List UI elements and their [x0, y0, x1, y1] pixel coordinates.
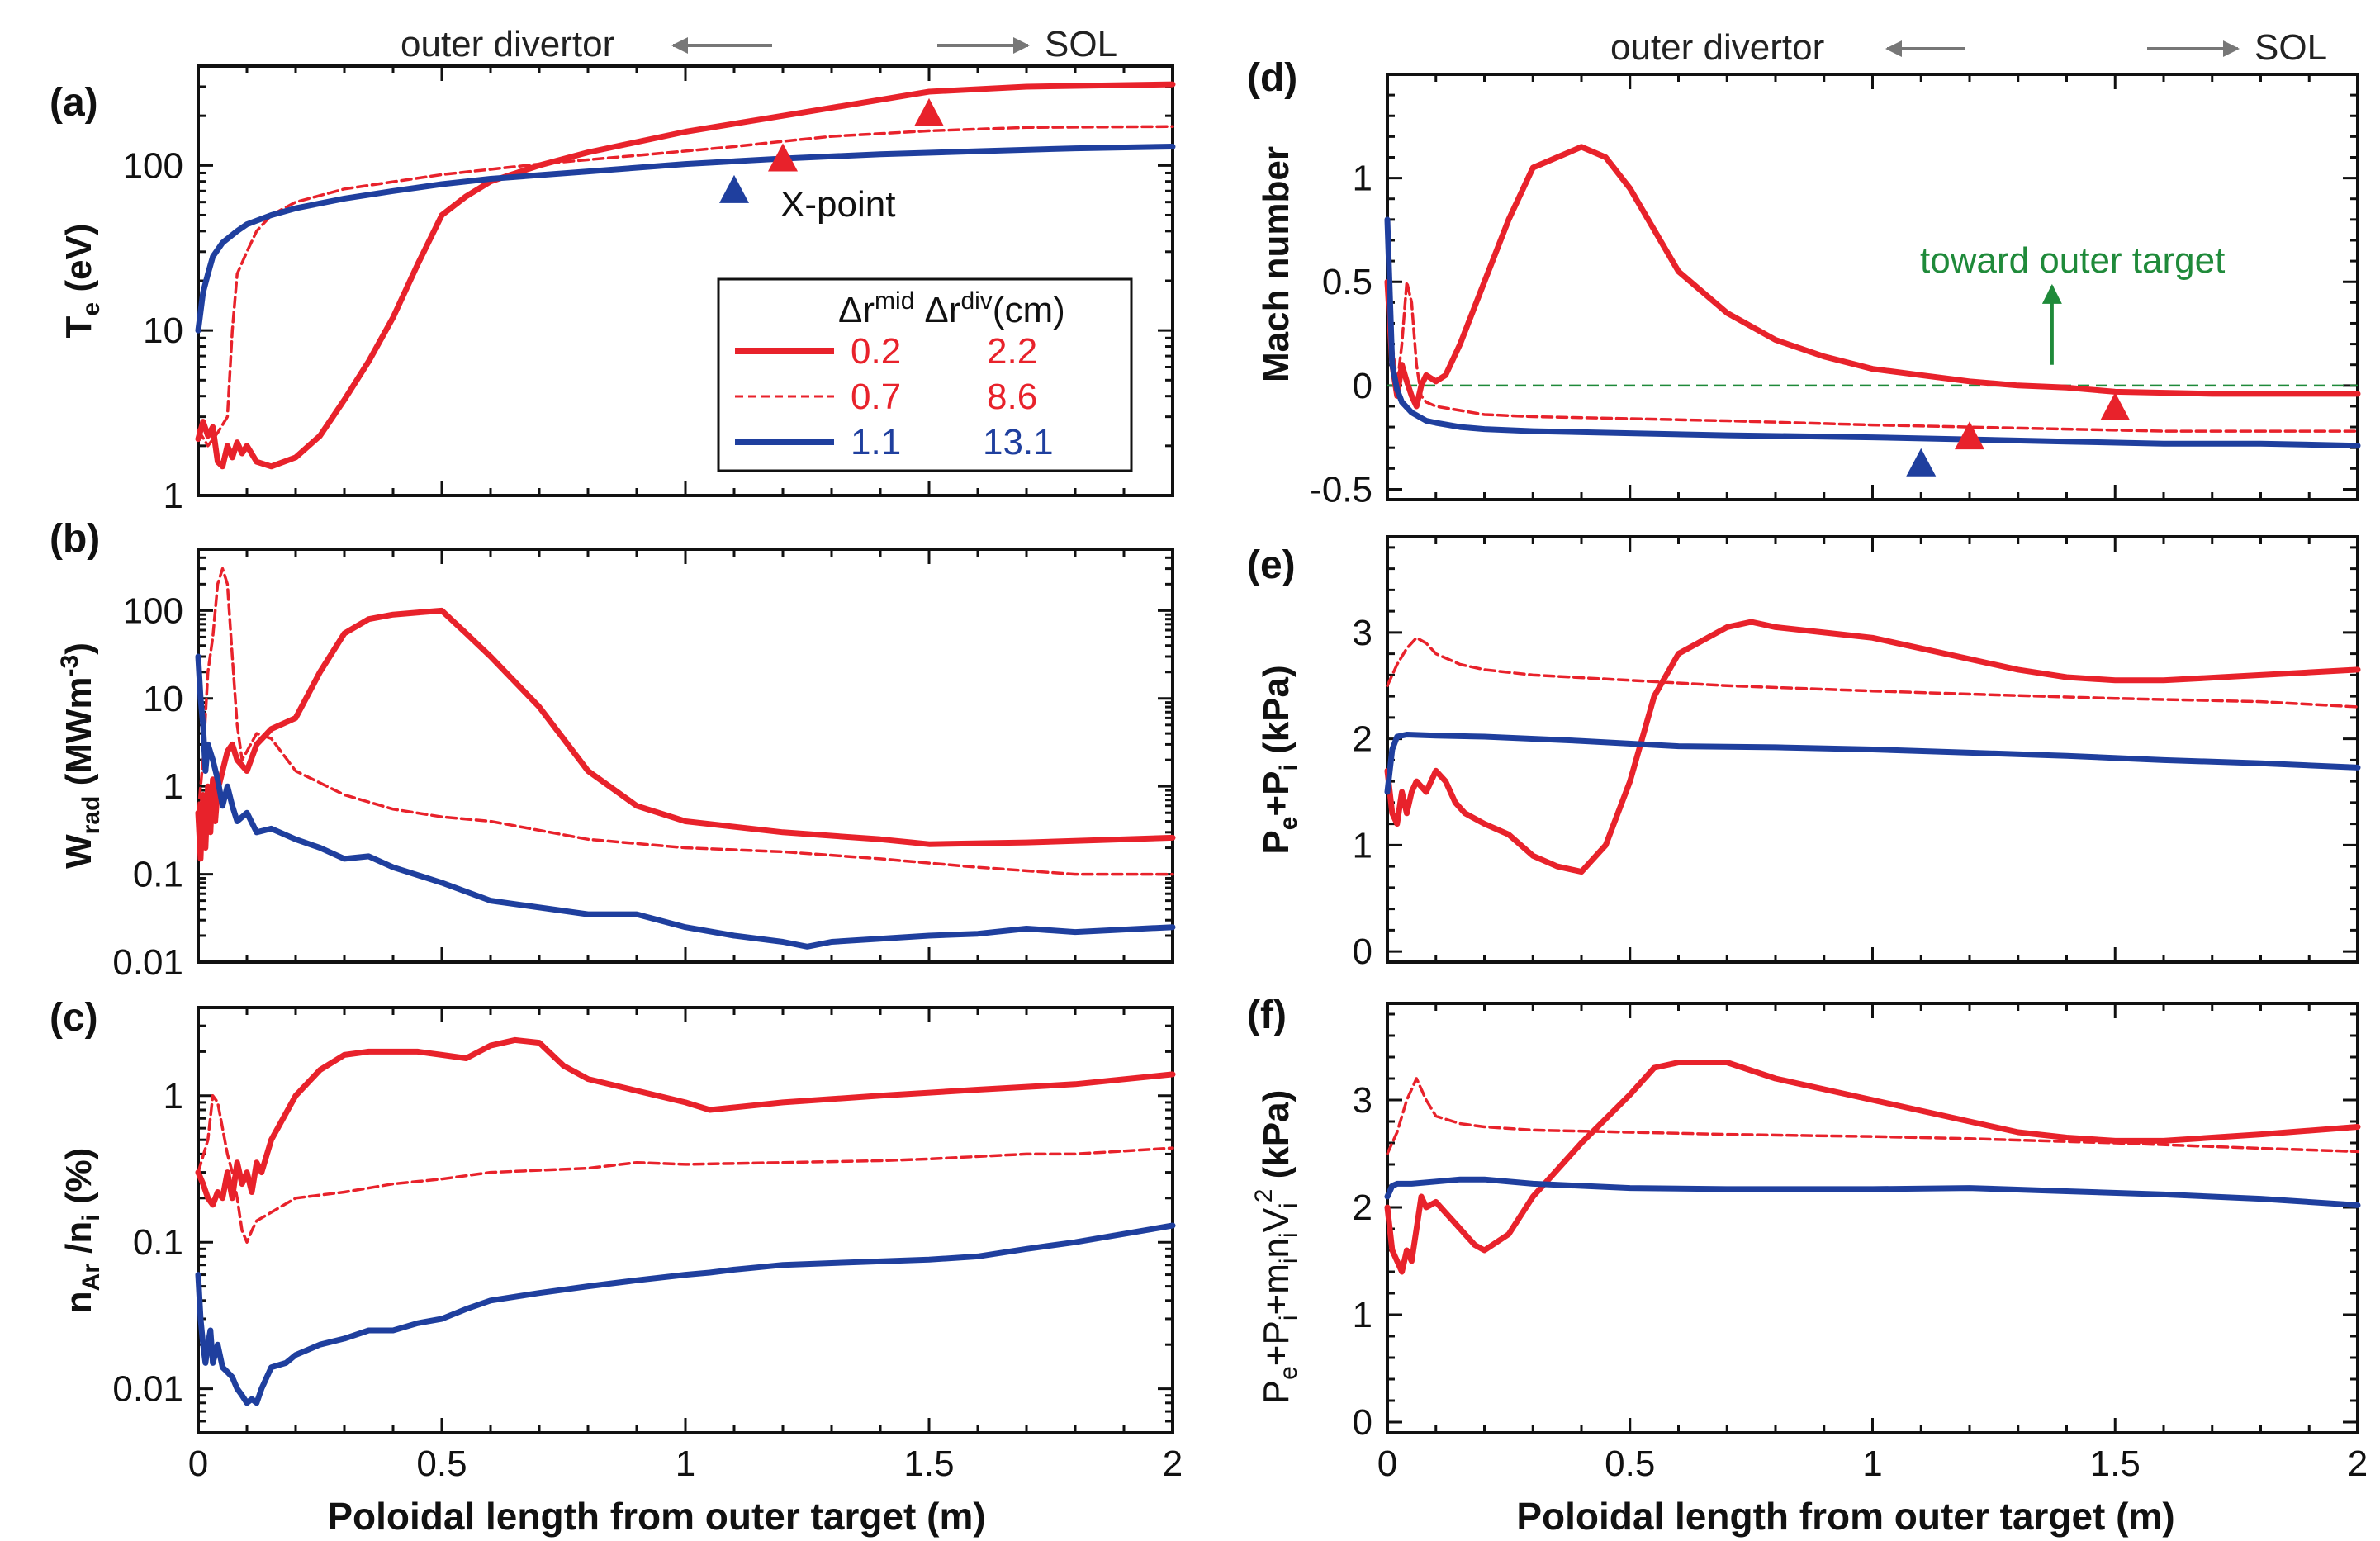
legend-box: [717, 277, 1133, 472]
series-line-a-0: [195, 81, 1176, 470]
ytick-label-f: 0: [1353, 1402, 1373, 1443]
panel-letter-a: (a): [50, 81, 98, 125]
series-line-d-0: [1384, 144, 2361, 410]
series-line-f-1: [1386, 1077, 2359, 1155]
series-line-c-1: [197, 1094, 1174, 1244]
ylabel-d: Mach number: [1256, 146, 1297, 382]
ytick-label-e: 0: [1353, 932, 1373, 972]
panel-f: 0 0.5 1 1.5 2 0 1 2 3: [1353, 1002, 2368, 1484]
xtick-label-c: 1.5: [903, 1444, 954, 1484]
xtick-label-f: 0: [1377, 1444, 1397, 1484]
series-line-f-0: [1384, 1060, 2361, 1275]
xlabel-right: Poloidal length from outer target (m): [1516, 1495, 2174, 1538]
series-line-d-2: [1384, 216, 2361, 449]
panel-letter-e: (e): [1247, 543, 1296, 587]
banner-right-sol: SOL: [2254, 27, 2327, 68]
legend-header: Δrmid Δrdiv(cm): [838, 287, 1065, 330]
series-line-e-1: [1386, 636, 2359, 709]
ytick-label-e: 2: [1353, 719, 1373, 760]
legend-div-0: 2.2: [987, 331, 1037, 372]
ytick-label-c: 0.1: [133, 1222, 183, 1263]
banner-left-divertor: outer divertor: [401, 24, 614, 64]
ytick-label-f: 1: [1353, 1295, 1373, 1335]
ytick-label-d: 0.5: [1322, 262, 1373, 302]
series-line-b-1: [197, 567, 1174, 876]
banner-right: outer divertor SOL: [1610, 27, 2327, 68]
legend-div-1: 8.6: [987, 377, 1037, 417]
ytick-label-b: 1: [164, 766, 183, 807]
ylabel-b: Wrad (MWm-3): [56, 642, 105, 869]
ytick-label-a: 100: [123, 145, 183, 186]
ytick-label-c: 0.01: [112, 1369, 183, 1410]
series-line-b-2: [195, 653, 1176, 950]
panel-letter-d: (d): [1247, 56, 1297, 100]
xpoint-marker-d-2: [1906, 448, 1937, 477]
legend-mid-0: 0.2: [851, 331, 901, 372]
plot-frame-f: [1386, 1002, 2359, 1434]
series-line-a-1: [197, 125, 1174, 448]
xpoint-marker-a-1: [768, 143, 798, 172]
series-line-e-0: [1384, 619, 2361, 875]
ytick-label-a: 10: [143, 311, 183, 351]
ytick-label-f: 2: [1353, 1188, 1373, 1228]
ylabel-c: nAr /ni (%): [59, 1148, 105, 1314]
xtick-label-f: 1: [1862, 1444, 1882, 1484]
xtick-label-f: 2: [2348, 1444, 2368, 1484]
legend-mid-1: 0.7: [851, 377, 901, 417]
ytick-label-d: 1: [1353, 159, 1373, 199]
ytick-label-e: 3: [1353, 613, 1373, 653]
ytick-label-b: 0.1: [133, 855, 183, 895]
series-line-f-2: [1384, 1176, 2361, 1208]
panel-letter-f: (f): [1247, 993, 1287, 1037]
series-line-e-2: [1384, 732, 2361, 795]
ytick-label-c: 1: [164, 1076, 183, 1117]
ytick-label-b: 10: [143, 679, 183, 719]
xpoint-marker-d-0: [2100, 391, 2131, 420]
ytick-label-b: 0.01: [112, 942, 183, 983]
series-line-d-1: [1386, 239, 2359, 433]
ytick-label-b: 100: [123, 590, 183, 631]
banner-left-sol: SOL: [1045, 24, 1117, 64]
panel-c: 0 0.5 1 1.5 2 0.01 0.1 1: [112, 1006, 1183, 1484]
series-line-c-2: [195, 1222, 1176, 1406]
ytick-label-d: -0.5: [1310, 469, 1373, 510]
banner-right-divertor: outer divertor: [1610, 27, 1824, 68]
xlabel-left: Poloidal length from outer target (m): [327, 1495, 985, 1538]
series-line-c-0: [195, 1036, 1176, 1208]
legend-mid-2: 1.1: [851, 422, 901, 462]
plot-frame-b: [197, 548, 1174, 964]
xtick-label-c: 1: [676, 1444, 695, 1484]
xtick-label-f: 1.5: [2090, 1444, 2141, 1484]
xpoint-marker-d-1: [1955, 421, 1984, 450]
legend: Δrmid Δrdiv(cm) 0.2 2.2 0.7 8.6 1.1 13.1: [717, 277, 1133, 472]
xtick-label-c: 0.5: [416, 1444, 467, 1484]
ytick-label-e: 1: [1353, 825, 1373, 865]
panel-b: 0.01 0.1 1 10 100: [112, 548, 1176, 983]
annotation-xpoint: X-point: [780, 184, 895, 225]
xpoint-marker-a-2: [719, 174, 749, 203]
panel-d: -0.5 0 0.5 1: [1310, 73, 2361, 510]
xtick-label-f: 0.5: [1605, 1444, 1655, 1484]
series-line-a-2: [195, 144, 1176, 334]
ylabel-e: Pe+Pi (kPa): [1256, 665, 1302, 854]
series-line-b-0: [195, 607, 1176, 862]
panel-letter-c: (c): [50, 996, 98, 1040]
panel-letter-b: (b): [50, 517, 100, 561]
panel-a: 1 10 100: [123, 64, 1176, 516]
xtick-label-c: 2: [1163, 1444, 1183, 1484]
xpoint-marker-a-0: [914, 97, 944, 126]
plot-frame-c: [197, 1006, 1174, 1434]
ytick-label-a: 1: [164, 476, 183, 516]
ytick-label-d: 0: [1353, 366, 1373, 406]
ylabel-f: Pe+Pi+miniVi2 (kPa): [1250, 1090, 1302, 1405]
panel-e: 0 1 2 3: [1353, 535, 2361, 972]
legend-div-2: 13.1: [983, 422, 1054, 462]
xtick-label-c: 0: [188, 1444, 208, 1484]
banner-left: outer divertor SOL: [401, 24, 1117, 64]
annotation-toward: toward outer target: [1920, 240, 2225, 281]
ytick-label-f: 3: [1353, 1080, 1373, 1121]
ylabel-a: Te (eV): [59, 224, 105, 339]
